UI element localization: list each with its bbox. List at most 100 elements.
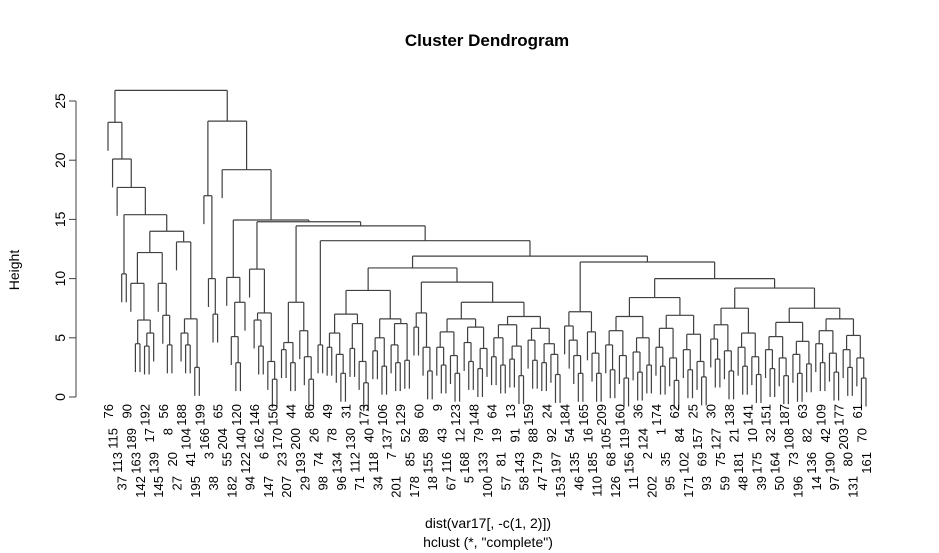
leaf-label: 89 — [416, 428, 431, 442]
leaf-label: 36 — [631, 404, 646, 418]
leaf-label: 136 — [804, 452, 819, 474]
leaf-label: 95 — [663, 476, 678, 490]
leaf-label: 203 — [836, 428, 851, 450]
leaf-label: 200 — [288, 428, 303, 450]
leaf-label: 165 — [576, 404, 591, 426]
leaf-label: 26 — [306, 428, 321, 442]
leaf-labels: 7611511337901891631421921713914556820271… — [101, 404, 874, 498]
leaf-label: 143 — [512, 452, 527, 474]
leaf-label: 209 — [594, 404, 609, 426]
chart-title: Cluster Dendrogram — [405, 31, 569, 50]
leaf-label: 18 — [425, 476, 440, 490]
leaf-label: 135 — [567, 452, 582, 474]
leaf-label: 1 — [654, 428, 669, 435]
leaf-label: 127 — [708, 428, 723, 450]
y-tick-label: 0 — [52, 393, 68, 401]
leaf-label: 17 — [142, 428, 157, 442]
leaf-label: 67 — [443, 476, 458, 490]
leaf-label: 5 — [462, 476, 477, 483]
leaf-label: 69 — [695, 452, 710, 466]
leaf-label: 155 — [421, 452, 436, 474]
leaf-label: 34 — [370, 476, 385, 490]
leaf-label: 163 — [128, 452, 143, 474]
leaf-label: 27 — [169, 476, 184, 490]
leaf-label: 73 — [786, 452, 801, 466]
leaf-label: 160 — [612, 404, 627, 426]
leaf-label: 52 — [398, 428, 413, 442]
leaf-label: 108 — [781, 428, 796, 450]
leaf-label: 59 — [717, 476, 732, 490]
leaf-label: 148 — [466, 404, 481, 426]
leaf-label: 50 — [772, 476, 787, 490]
leaf-label: 97 — [827, 476, 842, 490]
leaf-label: 62 — [667, 404, 682, 418]
leaf-label: 104 — [179, 428, 194, 450]
leaf-label: 109 — [813, 404, 828, 426]
leaf-label: 31 — [338, 404, 353, 418]
leaf-label: 138 — [722, 404, 737, 426]
y-tick-label: 15 — [52, 211, 68, 227]
leaf-label: 100 — [480, 476, 495, 498]
leaf-label: 16 — [580, 428, 595, 442]
leaf-label: 147 — [261, 476, 276, 498]
leaf-label: 78 — [325, 428, 340, 442]
leaf-label: 7 — [384, 452, 399, 459]
y-tick-label: 5 — [52, 334, 68, 342]
leaf-label: 193 — [293, 452, 308, 474]
leaf-label: 185 — [585, 452, 600, 474]
leaf-label: 131 — [845, 476, 860, 498]
leaf-label: 61 — [850, 404, 865, 418]
leaf-label: 41 — [183, 452, 198, 466]
leaf-label: 173 — [357, 404, 372, 426]
leaf-label: 113 — [110, 452, 125, 473]
y-tick-label: 20 — [52, 152, 68, 168]
leaf-label: 11 — [626, 476, 641, 490]
leaf-label: 80 — [841, 452, 856, 466]
leaf-label: 188 — [174, 404, 189, 426]
leaf-label: 201 — [389, 476, 404, 498]
leaf-label: 38 — [206, 476, 221, 490]
x-axis-label: dist(var17[, -c(1, 2)]) — [425, 515, 551, 531]
leaf-label: 40 — [361, 428, 376, 442]
leaf-label: 174 — [649, 404, 664, 426]
leaf-label: 88 — [526, 428, 541, 442]
leaf-label: 133 — [475, 452, 490, 474]
leaf-label: 82 — [800, 428, 815, 442]
leaf-label: 141 — [740, 404, 755, 426]
leaf-label: 156 — [622, 452, 637, 474]
leaf-label: 166 — [197, 428, 212, 450]
leaf-label: 29 — [297, 476, 312, 490]
leaf-label: 171 — [681, 476, 696, 498]
leaf-label: 123 — [448, 404, 463, 426]
leaf-label: 42 — [818, 428, 833, 442]
leaf-label: 195 — [188, 476, 203, 498]
leaf-label: 120 — [229, 404, 244, 426]
leaf-label: 96 — [334, 476, 349, 490]
leaf-label: 197 — [548, 452, 563, 474]
leaf-label: 47 — [535, 476, 550, 490]
leaf-label: 159 — [521, 404, 536, 426]
leaf-label: 110 — [590, 476, 605, 497]
leaf-label: 192 — [138, 404, 153, 426]
leaf-label: 170 — [270, 428, 285, 450]
leaf-label: 139 — [147, 452, 162, 474]
y-tick-label: 10 — [52, 271, 68, 287]
leaf-label: 39 — [754, 476, 769, 490]
leaf-label: 129 — [393, 404, 408, 426]
leaf-label: 187 — [777, 404, 792, 426]
leaf-label: 2 — [640, 452, 655, 459]
leaf-label: 12 — [453, 428, 468, 442]
leaf-label: 58 — [517, 476, 532, 490]
leaf-label: 48 — [736, 476, 751, 490]
leaf-label: 37 — [115, 476, 130, 490]
leaf-label: 79 — [471, 428, 486, 442]
leaf-label: 81 — [494, 452, 509, 466]
leaf-label: 14 — [809, 476, 824, 490]
leaf-label: 25 — [685, 404, 700, 418]
leaf-label: 207 — [279, 476, 294, 498]
y-axis-label: Height — [6, 250, 22, 291]
leaf-label: 71 — [352, 476, 367, 490]
leaf-label: 189 — [124, 428, 139, 450]
leaf-label: 21 — [727, 428, 742, 442]
leaf-label: 164 — [768, 452, 783, 474]
